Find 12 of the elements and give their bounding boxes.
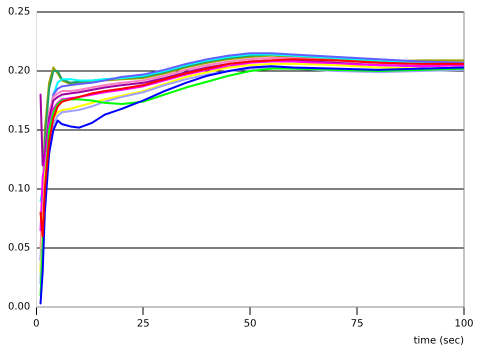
x-tick-label: 0 <box>33 318 40 330</box>
x-axis-title: time (sec) <box>414 336 464 347</box>
y-tick-label: 0.20 <box>8 66 30 77</box>
y-tick-label: 0.05 <box>8 242 30 254</box>
y-tick-label: 0.10 <box>8 184 30 195</box>
x-tick-label: 25 <box>136 318 150 330</box>
y-tick-label: 0.25 <box>8 6 30 18</box>
x-tick-label: 100 <box>454 318 474 330</box>
x-tick-label: 75 <box>350 318 364 330</box>
y-tick-label: 0.00 <box>8 302 30 313</box>
y-tick-label: 0.15 <box>8 124 30 136</box>
x-tick-label: 50 <box>244 318 256 330</box>
